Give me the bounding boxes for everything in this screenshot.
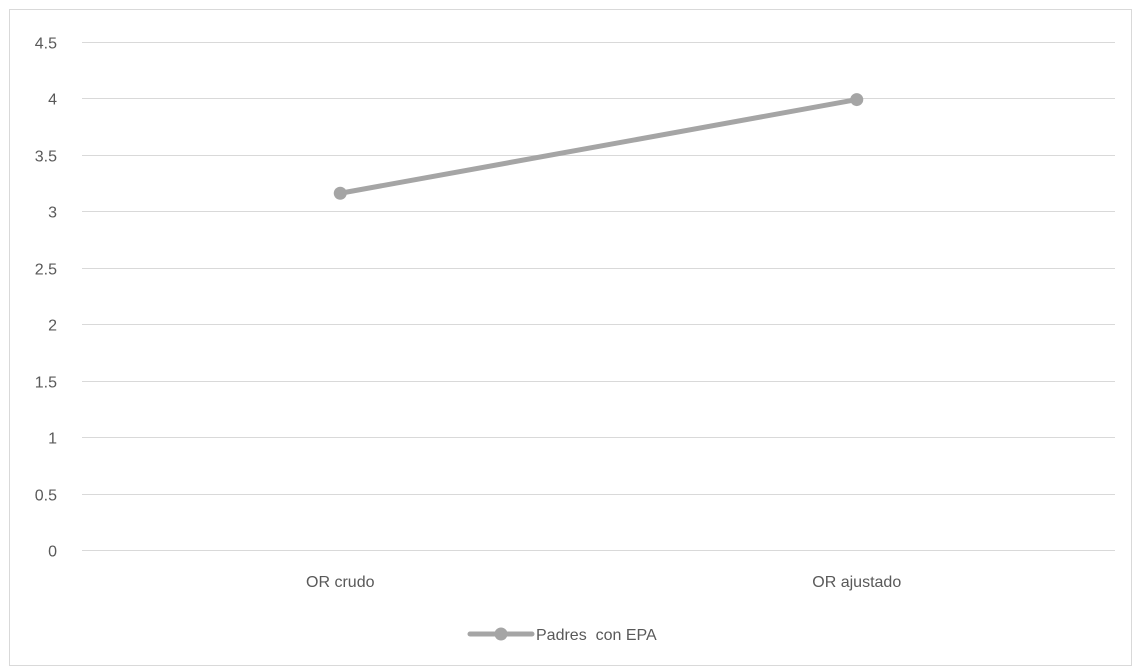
x-axis-category-labels: OR crudo OR ajustado <box>306 574 901 591</box>
series-layer <box>333 93 864 200</box>
chart-border <box>9 9 1132 666</box>
y-tick-label: 2 <box>48 318 57 335</box>
x-category-label: OR ajustado <box>812 574 901 591</box>
series-line <box>337 97 860 196</box>
y-tick-label: 3 <box>48 205 57 222</box>
legend-marker <box>494 627 508 641</box>
data-point <box>333 186 347 200</box>
y-tick-label: 2.5 <box>35 262 57 279</box>
legend: Padres con EPA <box>467 627 657 644</box>
y-tick-label: 4 <box>48 92 57 109</box>
y-tick-label: 1.5 <box>35 375 57 392</box>
y-tick-label: 3.5 <box>35 149 57 166</box>
y-tick-label: 0 <box>48 544 57 561</box>
legend-label: Padres con EPA <box>536 627 657 644</box>
y-tick-label: 0.5 <box>35 488 57 505</box>
y-tick-label: 4.5 <box>35 36 57 53</box>
gridlines <box>82 42 1115 551</box>
data-point <box>850 93 864 107</box>
y-tick-label: 1 <box>48 431 57 448</box>
y-axis-tick-labels: 0 0.5 1 1.5 2 2.5 3 3.5 4 4.5 <box>35 36 57 561</box>
x-category-label: OR crudo <box>306 574 375 591</box>
